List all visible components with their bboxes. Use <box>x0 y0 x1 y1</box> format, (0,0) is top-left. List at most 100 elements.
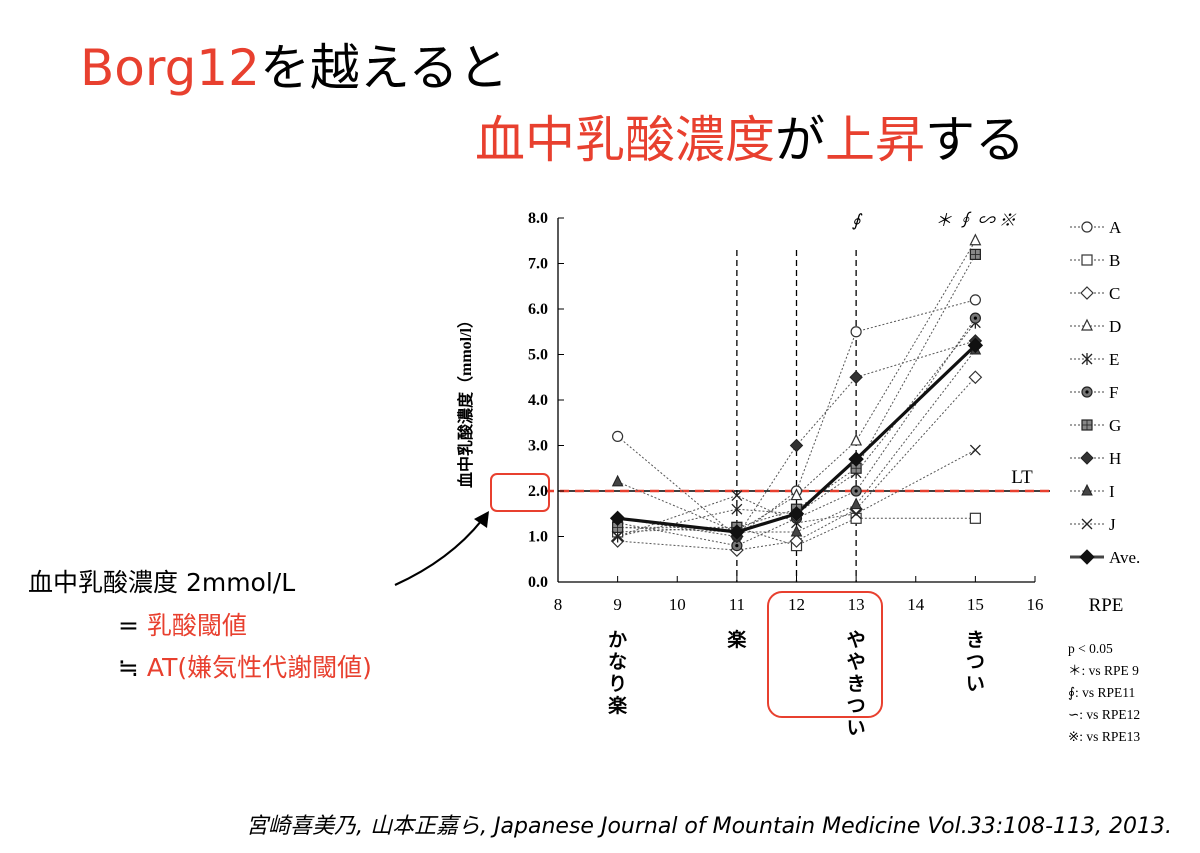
title-rise: 上昇 <box>825 111 925 169</box>
significance-mark: ∮ <box>852 211 863 230</box>
annotation-approx: ≒ <box>118 653 147 682</box>
data-point-marker <box>789 438 804 453</box>
significance-note: ∽: vs RPE12 <box>1068 707 1140 722</box>
legend-label: F <box>1109 383 1118 402</box>
data-point-marker <box>791 517 802 529</box>
rpe-label-char: 楽 <box>727 628 747 651</box>
significance-note: ∮: vs RPE11 <box>1068 685 1135 700</box>
legend-label: C <box>1109 284 1120 303</box>
data-point-marker <box>968 370 983 385</box>
y-tick-label: 1.0 <box>528 529 548 546</box>
data-point-marker <box>1081 483 1093 496</box>
highlight-y-2-box <box>490 473 550 512</box>
y-tick-label: 4.0 <box>528 392 548 409</box>
data-point-marker <box>848 451 864 467</box>
data-point-marker <box>788 506 805 522</box>
y-tick-label: 8.0 <box>528 210 548 227</box>
legend-label: D <box>1109 317 1121 336</box>
series-line-j <box>617 449 976 537</box>
legend-label: J <box>1109 515 1116 534</box>
y-tick-label: 5.0 <box>528 347 548 364</box>
significance-note: ＊: vs RPE 9 <box>1068 663 1139 678</box>
x-tick-label: 9 <box>613 595 622 614</box>
y-tick-label: 6.0 <box>528 301 548 318</box>
legend-label: I <box>1109 482 1115 501</box>
rpe-label-char: り <box>608 673 627 695</box>
rpe-label-char: 楽 <box>608 694 628 717</box>
x-tick-label: 13 <box>848 595 865 614</box>
x-tick-label: 11 <box>729 595 745 614</box>
x-axis-label: RPE <box>1089 595 1124 616</box>
annotation-arrowhead <box>474 511 489 528</box>
x-tick-label: 14 <box>907 595 925 614</box>
x-tick-label: 16 <box>1027 595 1044 614</box>
series-line-f <box>617 317 976 547</box>
data-point-marker <box>1081 221 1093 233</box>
data-point-marker <box>849 370 863 384</box>
data-point-marker <box>967 337 984 354</box>
title-borg12: Borg12 <box>80 39 260 97</box>
data-point-marker <box>1081 353 1093 365</box>
data-point-marker <box>969 512 981 524</box>
x-tick-label: 12 <box>788 595 805 614</box>
data-point-marker <box>729 524 745 540</box>
data-point-marker <box>609 510 626 527</box>
data-point-marker <box>969 444 981 456</box>
annotation-lactate-threshold: 乳酸閾値 <box>146 611 247 640</box>
annotation-arrow <box>394 519 483 587</box>
rpe-label-char: い <box>966 673 985 695</box>
legend-label: H <box>1109 449 1121 468</box>
annotation-line-2: = 乳酸閾値 <box>118 609 247 642</box>
data-point-marker <box>790 488 803 501</box>
rpe-label-char: い <box>847 717 866 739</box>
highlight-rpe12-13-box <box>767 591 883 718</box>
data-point-marker <box>969 233 982 246</box>
data-point-marker <box>611 474 624 487</box>
data-point-marker <box>731 490 743 502</box>
data-point-marker <box>1081 318 1093 331</box>
annotation-line-3: ≒ AT(嫌気性代謝閾値) <box>118 651 372 684</box>
data-point-marker <box>969 294 981 306</box>
rpe-label-char: や <box>847 629 866 651</box>
y-tick-label: 3.0 <box>528 438 548 455</box>
x-tick-label: 10 <box>669 595 686 614</box>
title-line-1: Borg12を越えると <box>80 38 508 98</box>
data-point-marker <box>850 433 863 446</box>
x-tick-label: 8 <box>554 595 563 614</box>
rpe-label-char: や <box>847 651 866 673</box>
legend-label: Ave. <box>1109 548 1140 567</box>
legend-label: A <box>1109 218 1122 237</box>
title-exceeds: を越えると <box>259 39 509 97</box>
significance-note: ※: vs RPE13 <box>1068 729 1140 744</box>
series-line-e <box>617 322 976 537</box>
annotation-line-1: 血中乳酸濃度 2mmol/L <box>28 568 296 597</box>
rpe-label-char: か <box>608 629 627 651</box>
rpe-label-char: き <box>966 629 985 651</box>
x-tick-label: 15 <box>967 595 984 614</box>
data-point-marker <box>1080 286 1094 300</box>
y-axis-label: 血中乳酸濃度（mmol/l） <box>456 312 475 488</box>
rpe-label-char: き <box>847 673 866 695</box>
citation: 宮崎喜美乃, 山本正嘉ら, Japanese Journal of Mounta… <box>246 814 1172 839</box>
data-point-marker <box>969 312 981 324</box>
annotation-at: AT(嫌気性代謝閾値) <box>146 653 372 682</box>
series-line-a <box>617 299 976 538</box>
data-point-marker <box>1081 419 1093 431</box>
data-point-marker <box>1081 518 1093 530</box>
data-point-marker <box>850 485 862 497</box>
annotation-eq: = <box>118 611 147 640</box>
data-point-marker <box>789 534 804 548</box>
title-lactate: 血中乳酸濃度 <box>475 111 775 169</box>
title-line-2: 血中乳酸濃度が上昇する <box>475 110 1025 170</box>
legend-label: E <box>1109 350 1119 369</box>
data-point-marker <box>1081 386 1093 398</box>
rpe-label-char: な <box>608 651 627 673</box>
rpe-label-char: つ <box>847 695 866 717</box>
data-point-marker <box>1079 549 1095 565</box>
title-suru: する <box>925 111 1025 169</box>
legend-label: G <box>1109 416 1121 435</box>
data-point-marker <box>850 497 862 510</box>
data-point-marker <box>969 248 981 260</box>
data-point-marker <box>612 531 624 542</box>
